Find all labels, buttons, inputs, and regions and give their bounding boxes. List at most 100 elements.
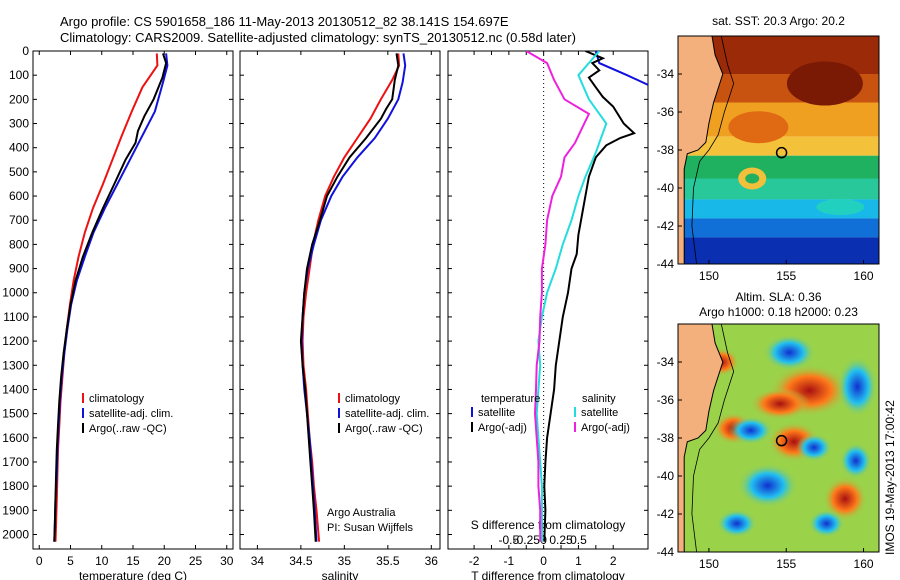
temperature-xtick-label: 20 <box>158 554 172 568</box>
sla-low-eddy <box>837 356 878 417</box>
sla-isobath <box>691 324 735 552</box>
temperature-ytick-label: 800 <box>9 237 29 251</box>
temperature-ytick-label: 1100 <box>3 310 29 324</box>
difference-s-tick-label: 0.25 <box>549 533 573 547</box>
salinity-xtick-label: 36 <box>425 554 439 568</box>
sla-title: Altim. SLA: 0.36 <box>735 290 821 304</box>
temperature-ytick-label: 200 <box>9 92 29 106</box>
temperature-legend-label: Argo(..raw -QC) <box>89 423 167 435</box>
sst-land <box>678 36 724 264</box>
header-line-1: Argo profile: CS 5901658_186 11-May-2013… <box>60 14 509 29</box>
sla-xtick-label: 150 <box>699 557 719 571</box>
temperature-xtick-label: 25 <box>189 554 203 568</box>
sla-low-eddy <box>839 442 872 479</box>
sst-band <box>678 136 879 156</box>
salinity-xtick-label: 34 <box>251 554 265 568</box>
temperature-xtick-label: 10 <box>95 554 109 568</box>
salinity-xtick-label: 35.5 <box>376 554 400 568</box>
difference-s-tick-label: -0.5 <box>499 533 520 547</box>
salinity-axes-frame <box>239 50 441 550</box>
salinity-annotation-2: PI: Susan Wijffels <box>327 522 413 534</box>
sst-band <box>678 178 879 200</box>
temperature-ytick-label: 100 <box>9 68 29 82</box>
sst-ytick-label: -36 <box>657 105 675 119</box>
temperature-ytick-label: 400 <box>9 141 29 155</box>
salinity-series-argo <box>299 53 400 542</box>
sla-low-eddy <box>728 416 773 445</box>
temperature-ytick-label: 1300 <box>2 358 29 372</box>
sst-xtick-label: 155 <box>776 269 796 283</box>
sst-warm-patch <box>728 111 789 144</box>
salinity-annotation-1: Argo Australia <box>327 507 396 519</box>
salinity-legend-label: Argo(..raw -QC) <box>345 423 423 435</box>
sst-argo-marker <box>775 146 788 159</box>
sst-core <box>745 173 760 184</box>
sst-warm-eddy <box>786 61 863 106</box>
temperature-legend-label: climatology <box>89 393 145 405</box>
sla-low-eddy <box>716 509 757 538</box>
sst-ytick-label: -40 <box>657 181 675 195</box>
difference-temperature-legend-label: Argo(-adj) <box>478 422 527 434</box>
temperature-ytick-label: 1800 <box>2 479 29 493</box>
temperature-axes-frame <box>32 50 234 550</box>
difference-xtick-label: 2 <box>610 554 617 568</box>
temperature-ytick-label: 300 <box>9 117 29 131</box>
difference-legend-title-salinity: salinity <box>582 393 616 405</box>
sst-xtick-label: 160 <box>854 269 874 283</box>
salinity-xtick-label: 34.5 <box>289 554 313 568</box>
salinity-legend-label: satellite-adj. clim. <box>345 408 429 420</box>
salinity-legend-label: climatology <box>345 393 401 405</box>
difference-series-argo <box>543 51 636 542</box>
difference-s-axis-label: S difference from climatology <box>471 518 626 532</box>
temperature-ytick-label: 1700 <box>2 455 29 469</box>
temperature-ytick-label: 600 <box>9 189 29 203</box>
temperature-ytick-label: 1000 <box>2 286 29 300</box>
sst-band <box>678 155 879 179</box>
difference-xtick-label: 0 <box>540 554 547 568</box>
sst-title: sat. SST: 20.3 Argo: 20.2 <box>712 14 845 28</box>
difference-series-cyan <box>535 51 608 542</box>
difference-legend-title-temperature: temperature <box>481 393 540 405</box>
difference-series-magenta <box>525 51 591 542</box>
temperature-ytick-label: 900 <box>9 262 29 276</box>
difference-xtick-label: 1 <box>575 554 582 568</box>
sla-ytick-label: -34 <box>657 355 675 369</box>
temperature-ytick-label: 1500 <box>2 407 29 421</box>
difference-salinity-legend-label: satellite <box>581 407 618 419</box>
temperature-ytick-label: 500 <box>9 165 29 179</box>
sla-land <box>678 324 724 552</box>
temperature-ytick-label: 1400 <box>2 382 29 396</box>
difference-xtick-label: -2 <box>469 554 480 568</box>
difference-temperature-legend-label: satellite <box>478 407 515 419</box>
sst-band <box>678 218 879 238</box>
sla-xtick-label: 160 <box>854 557 874 571</box>
difference-s-tick-label: -0.25 <box>513 533 541 547</box>
temperature-series-argo <box>53 53 168 542</box>
sla-low-eddy <box>808 509 845 538</box>
sla-high-eddy <box>822 476 867 521</box>
salinity-xlabel: salinity <box>322 569 359 580</box>
sla-ytick-label: -40 <box>657 469 675 483</box>
sst-xtick-label: 150 <box>699 269 719 283</box>
temperature-ytick-label: 1900 <box>2 503 29 517</box>
sst-ytick-label: -44 <box>657 257 675 271</box>
header-line-2: Climatology: CARS2009. Satellite-adjuste… <box>60 30 576 45</box>
imos-stamp: IMOS 19-May-2013 17:00:42 <box>883 400 897 555</box>
temperature-xlabel: temperature (deg C) <box>79 569 187 580</box>
difference-axes-frame <box>447 50 649 550</box>
temperature-ytick-label: 1600 <box>2 431 29 445</box>
sla-subtitle: Argo h1000: 0.18 h2000: 0.23 <box>699 305 858 319</box>
difference-salinity-legend-label: Argo(-adj) <box>581 422 630 434</box>
difference-xlabel: T difference from climatology <box>471 569 625 580</box>
salinity-xtick-label: 35 <box>338 554 352 568</box>
sla-field <box>678 324 879 552</box>
sla-low-eddy <box>796 433 833 462</box>
sla-ytick-label: -36 <box>657 393 675 407</box>
temperature-ytick-label: 2000 <box>2 527 29 541</box>
sst-ytick-label: -42 <box>657 219 675 233</box>
temperature-ytick-label: 1200 <box>2 334 29 348</box>
temperature-ytick-label: 0 <box>22 44 29 58</box>
sla-xtick-label: 155 <box>776 557 796 571</box>
sla-low-eddy <box>763 334 816 371</box>
